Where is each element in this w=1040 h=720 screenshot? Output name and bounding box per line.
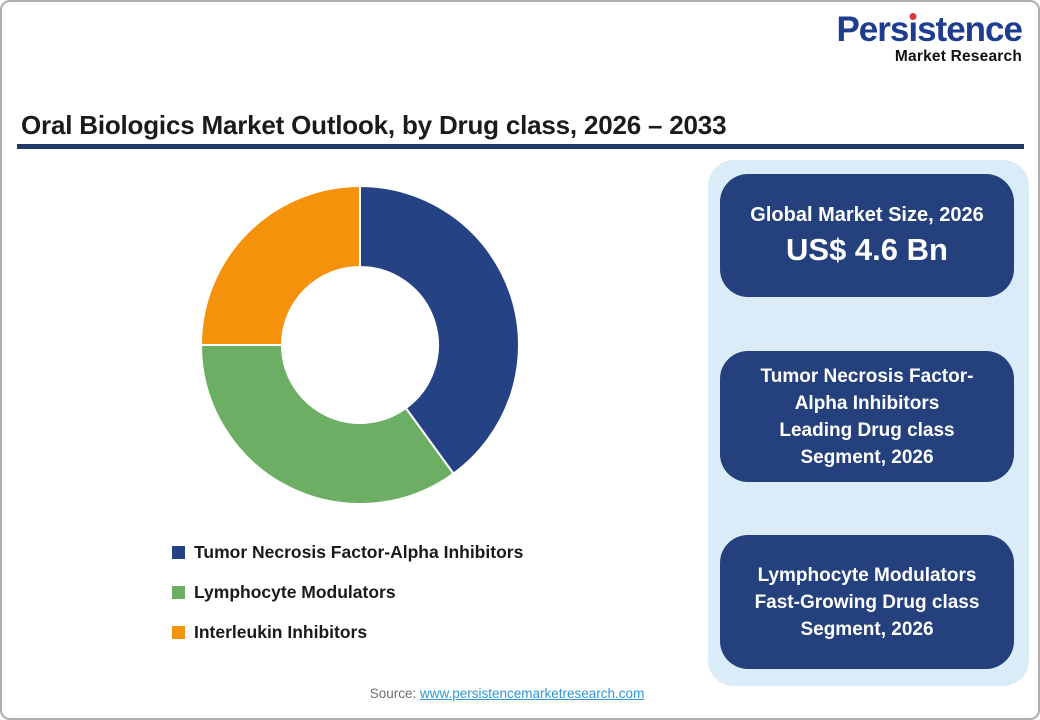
- legend-swatch-lymphocyte-icon: [172, 585, 185, 599]
- logo-red-dot-icon: [909, 13, 917, 20]
- title-underline: [17, 144, 1024, 149]
- legend-item: Interleukin Inhibitors: [172, 620, 523, 644]
- legend-label-lymphocyte: Lymphocyte Modulators: [194, 581, 396, 602]
- card-global-market-size: Global Market Size, 2026 US$ 4.6 Bn: [720, 174, 1014, 297]
- donut-slice-2: [200, 185, 361, 346]
- card-fast-growing-segment-line: Segment, 2026: [800, 618, 934, 640]
- card-fast-growing-segment-line: Fast-Growing Drug class: [754, 591, 980, 613]
- source-line: Source: www.persistencemarketresearch.co…: [2, 686, 1012, 701]
- card-leading-segment-line: Segment, 2026: [800, 446, 934, 468]
- donut-slice-0: [359, 185, 520, 475]
- card-leading-segment-line: Tumor Necrosis Factor-: [760, 365, 974, 387]
- legend-item: Tumor Necrosis Factor-Alpha Inhibitors: [172, 540, 523, 564]
- source-label: Source:: [369, 686, 417, 701]
- legend-label-interleukin: Interleukin Inhibitors: [194, 621, 368, 642]
- legend-item: Lymphocyte Modulators: [172, 580, 523, 604]
- logo-tagline: Market Research: [894, 48, 1022, 65]
- card-leading-segment-line: Leading Drug class: [779, 419, 955, 441]
- highlights-panel: Global Market Size, 2026 US$ 4.6 Bn Tumo…: [708, 160, 1029, 686]
- chart-legend: Tumor Necrosis Factor-Alpha Inhibitors L…: [172, 540, 523, 660]
- card-leading-segment: Tumor Necrosis Factor- Alpha Inhibitors …: [720, 351, 1014, 482]
- logo-wordmark: Persı stence: [836, 10, 1023, 49]
- legend-swatch-interleukin-icon: [172, 625, 185, 639]
- card-fast-growing-segment: Lymphocyte Modulators Fast-Growing Drug …: [720, 535, 1014, 669]
- legend-swatch-tnf-icon: [172, 545, 185, 559]
- card-fast-growing-segment-line: Lymphocyte Modulators: [757, 564, 977, 586]
- card-global-market-size-value: US$ 4.6 Bn: [786, 232, 948, 267]
- donut-slice-1: [200, 344, 455, 505]
- page-title: Oral Biologics Market Outlook, by Drug c…: [21, 110, 727, 140]
- brand-logo: Persı stence Market Research: [836, 10, 1023, 65]
- card-global-market-size-title: Global Market Size, 2026: [750, 204, 984, 226]
- donut-chart-svg: [200, 185, 520, 505]
- source-link[interactable]: www.persistencemarketresearch.com: [419, 686, 645, 701]
- legend-label-tnf: Tumor Necrosis Factor-Alpha Inhibitors: [194, 541, 524, 562]
- card-leading-segment-line: Alpha Inhibitors: [794, 392, 940, 414]
